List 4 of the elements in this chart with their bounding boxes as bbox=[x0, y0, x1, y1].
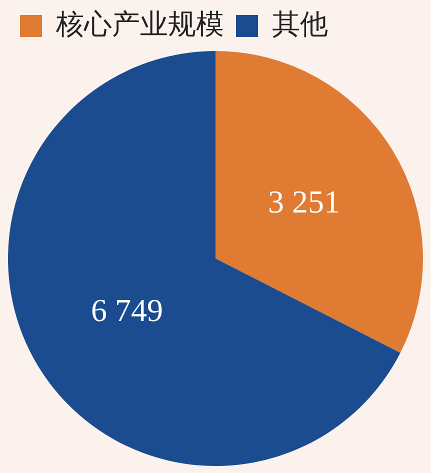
data-label: 3 251 bbox=[268, 184, 340, 220]
data-label: 6 749 bbox=[91, 292, 164, 328]
legend-label: 其他 bbox=[272, 7, 328, 40]
legend-label: 核心产业规模 bbox=[55, 7, 224, 40]
